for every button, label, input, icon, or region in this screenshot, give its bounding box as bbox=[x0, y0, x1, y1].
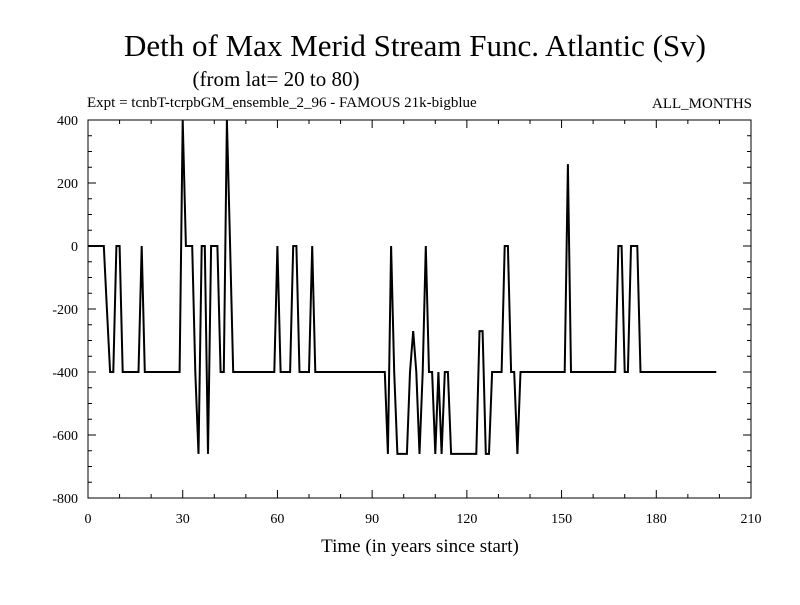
x-tick-label: 90 bbox=[365, 512, 379, 527]
months-label: ALL_MONTHS bbox=[652, 96, 752, 112]
plot-frame bbox=[87, 119, 752, 499]
axis-ticks bbox=[87, 119, 752, 499]
series-line-0 bbox=[88, 120, 717, 455]
x-tick-label: 150 bbox=[551, 512, 572, 527]
x-tick-label: 180 bbox=[646, 512, 667, 527]
chart-subtitle: (from lat= 20 to 80) bbox=[193, 67, 360, 91]
x-tick-label: 30 bbox=[176, 512, 190, 527]
y-tick-label: 200 bbox=[57, 177, 78, 192]
x-tick-label: 210 bbox=[741, 512, 762, 527]
chart-title: Deth of Max Merid Stream Func. Atlantic … bbox=[124, 28, 706, 63]
x-tick-label: 60 bbox=[270, 512, 284, 527]
y-tick-label: 400 bbox=[57, 114, 78, 129]
x-tick-label: 0 bbox=[85, 512, 92, 527]
y-tick-label: -200 bbox=[52, 303, 78, 318]
y-tick-label: -600 bbox=[52, 429, 78, 444]
series-layer bbox=[88, 120, 717, 455]
x-axis-label: Time (in years since start) bbox=[321, 536, 519, 557]
x-tick-label: 120 bbox=[456, 512, 477, 527]
y-tick-label: -400 bbox=[52, 366, 78, 381]
y-tick-label: 0 bbox=[71, 240, 78, 255]
experiment-label: Expt = tcnbT-tcrpbGM_ensemble_2_96 - FAM… bbox=[87, 95, 477, 111]
y-tick-label: -800 bbox=[52, 492, 78, 507]
axis-tick-labels: 0 30 60 90 120 150 180 210 400 200 0 -200 -400 -600 -8… bbox=[52, 114, 761, 527]
